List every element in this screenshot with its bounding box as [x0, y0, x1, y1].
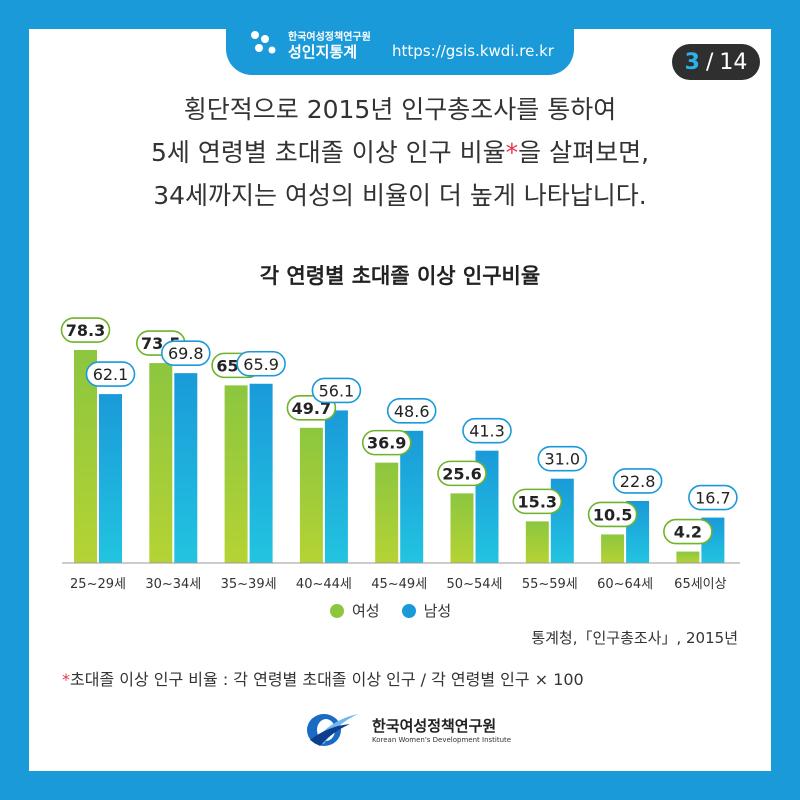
- data-label-box-male: [311, 377, 362, 404]
- page-total: 14: [719, 49, 748, 75]
- bar-female: [525, 521, 549, 563]
- data-label-female: 10.5: [593, 505, 632, 524]
- bar-female: [450, 493, 474, 563]
- org-footer: 한국여성정책연구원 Korean Women's Development Ins…: [300, 710, 511, 748]
- data-label-female: 36.9: [367, 434, 406, 453]
- data-label-male: 69.8: [168, 344, 204, 363]
- data-label-box-male: [688, 484, 738, 511]
- legend-label-female: 여성: [352, 602, 380, 620]
- asterisk-mark: *: [505, 138, 519, 167]
- logo-dots-icon: [251, 31, 276, 54]
- bar-male: [99, 394, 122, 563]
- data-label-male: 56.1: [319, 381, 355, 400]
- x-tick-label: 60~64세: [597, 577, 653, 592]
- x-tick-label: 50~54세: [447, 577, 503, 592]
- footnote-asterisk: *: [62, 670, 70, 689]
- chart-legend: 여성 남성: [330, 600, 473, 621]
- legend-label-male: 남성: [423, 602, 452, 620]
- x-tick-label: 35~39세: [221, 577, 277, 592]
- bar-female: [224, 385, 248, 563]
- data-label-box-male: [386, 398, 437, 424]
- headline-line-1: 횡단적으로 2015년 인구총조사를 통하여: [183, 95, 617, 124]
- bar-female: [149, 363, 173, 563]
- legend-item-female: 여성: [330, 600, 380, 621]
- bar-female: [299, 427, 323, 563]
- source-citation: 통계청,「인구총조사」, 2015년: [531, 629, 738, 647]
- data-label-box-female: [512, 488, 563, 515]
- data-label-female: 15.3: [518, 492, 557, 511]
- header-tab: [226, 23, 574, 75]
- data-label-box-female: [437, 460, 487, 487]
- page-indicator: 3 / 14: [672, 44, 760, 80]
- header-org-name: 한국여성정책연구원: [288, 32, 371, 43]
- bar-male: [249, 383, 273, 563]
- legend-item-male: 남성: [401, 600, 452, 621]
- header-url-link[interactable]: https://gsis.kwdi.re.kr: [392, 42, 554, 60]
- data-label-male: 31.0: [544, 450, 580, 469]
- data-label-box-female: [587, 501, 638, 528]
- bar-female: [74, 350, 97, 563]
- data-label-male: 16.7: [695, 489, 731, 508]
- x-tick-label: 25~29세: [70, 577, 126, 592]
- page-separator: /: [705, 49, 714, 75]
- footnote-text: 초대졸 이상 인구 비율 : 각 연령별 초대졸 이상 인구 / 각 연령별 인…: [70, 670, 584, 689]
- legend-swatch-female: [330, 603, 344, 618]
- data-label-box-male: [236, 350, 286, 377]
- x-tick-label: 45~49세: [371, 577, 427, 592]
- data-label-male: 41.3: [469, 422, 505, 441]
- data-label-male: 22.8: [620, 472, 656, 491]
- bar-female: [375, 462, 399, 563]
- org-name-korean: 한국여성정책연구원: [372, 716, 497, 735]
- data-label-male: 62.1: [93, 365, 129, 384]
- bar-male: [174, 373, 198, 563]
- x-tick-label: 30~34세: [145, 577, 201, 592]
- data-label-female: 4.2: [674, 523, 702, 542]
- footnote: *초대졸 이상 인구 비율 : 각 연령별 초대졸 이상 인구 / 각 연령별 …: [62, 666, 584, 690]
- headline-line-3: 34세까지는 여성의 비율이 더 높게 나타납니다.: [153, 181, 647, 210]
- data-label-box-female: [361, 429, 412, 456]
- data-label-box-female: [60, 317, 111, 343]
- chart-title: 각 연령별 초대졸 이상 인구비율: [259, 264, 541, 288]
- bar-female: [601, 534, 625, 563]
- data-label-box-male: [612, 468, 663, 494]
- data-label-male: 48.6: [394, 402, 430, 421]
- headline-line-2: 5세 연령별 초대졸 이상 인구 비율*을 살펴보면,: [150, 138, 650, 167]
- data-label-box-female: [663, 518, 713, 545]
- x-tick-label: 55~59세: [522, 577, 578, 592]
- legend-swatch-male: [401, 603, 416, 618]
- data-label-male: 65.9: [243, 355, 279, 374]
- org-name-english: Korean Women's Development Institute: [372, 735, 512, 744]
- data-label-female: 25.6: [442, 464, 481, 483]
- bar-female: [676, 551, 700, 563]
- data-label-female: 49.7: [292, 399, 331, 418]
- data-label-box-male: [85, 361, 136, 387]
- headline: 횡단적으로 2015년 인구총조사를 통하여 5세 연령별 초대졸 이상 인구 …: [40, 88, 760, 217]
- header-brand: 성인지통계: [288, 43, 358, 61]
- data-label-box-male: [161, 340, 211, 366]
- data-label-box-male: [537, 445, 588, 472]
- x-tick-label: 40~44세: [296, 577, 352, 592]
- bar-male: [400, 430, 424, 563]
- data-label-box-male: [462, 417, 512, 444]
- kwdi-logo-icon: [307, 714, 358, 746]
- data-label-female: 78.3: [66, 321, 105, 340]
- x-tick-label: 65세이상: [674, 577, 726, 592]
- page-current: 3: [684, 49, 700, 75]
- bar-male: [324, 410, 348, 563]
